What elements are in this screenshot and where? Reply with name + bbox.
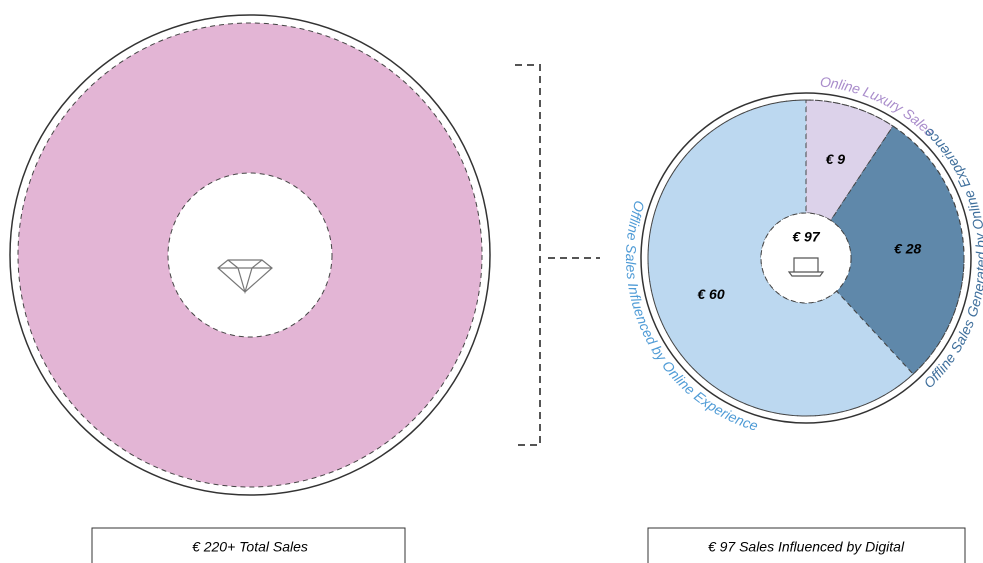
value-label: € 9 (826, 151, 846, 167)
center-label: € 97 (792, 229, 820, 245)
value-label: € 28 (894, 240, 921, 256)
caption: € 220+ Total Sales (192, 539, 308, 555)
rim (640, 92, 972, 424)
diamond-icon (217, 259, 273, 295)
laptop-icon (787, 257, 825, 277)
bracket (515, 64, 541, 446)
caption: € 97 Sales Influenced by Digital (708, 539, 905, 555)
caption-box (91, 527, 406, 563)
inner-hole (167, 172, 333, 338)
outer-dash (17, 22, 483, 488)
rim (9, 14, 491, 496)
value-label: € 60 (697, 286, 724, 302)
outer-dash (647, 99, 965, 417)
caption-box (647, 527, 966, 563)
segment (805, 99, 894, 222)
segment (18, 23, 482, 487)
